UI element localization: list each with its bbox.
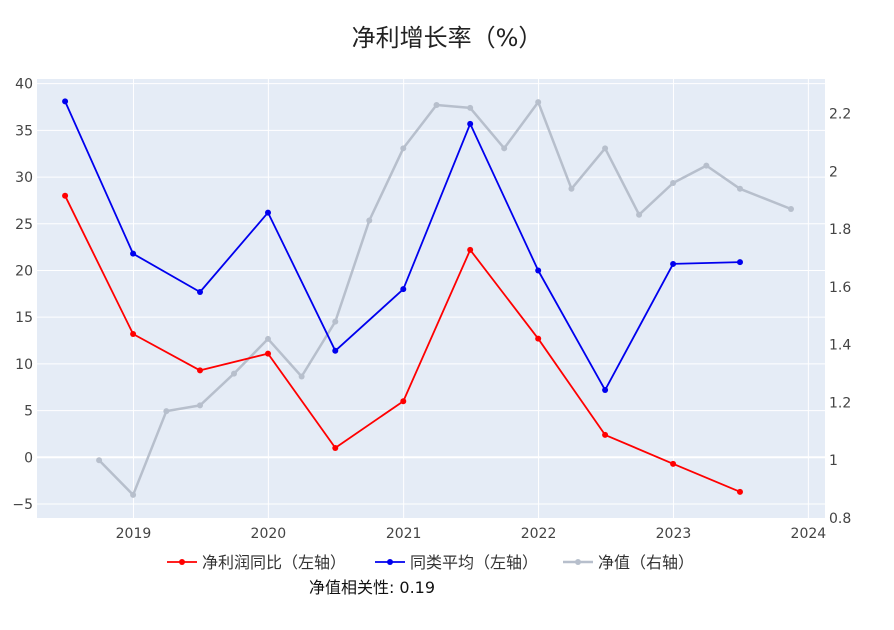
data-point — [535, 99, 542, 106]
data-point — [265, 335, 272, 342]
data-point — [670, 260, 677, 267]
data-point — [467, 104, 474, 111]
right-tick-label: 2 — [829, 164, 838, 180]
right-axis: 0.8 1 1.2 1.4 1.6 1.8 2 2.2 — [829, 107, 851, 527]
data-point — [467, 120, 474, 127]
series-1 — [62, 192, 743, 495]
data-point — [62, 192, 69, 199]
data-point — [535, 335, 542, 342]
data-point — [332, 318, 339, 325]
data-point — [670, 460, 677, 467]
right-tick-label: 0.8 — [829, 511, 851, 527]
data-point — [400, 398, 407, 405]
left-tick-label: 0 — [24, 450, 33, 466]
legend-swatch-marker — [387, 559, 393, 565]
legend-item[interactable]: 净利润同比（左轴） — [167, 553, 346, 572]
legend-label: 净利润同比（左轴） — [202, 553, 346, 572]
data-point — [130, 491, 137, 498]
legend-swatch-marker — [179, 559, 185, 565]
correlation-annotation: 净值相关性: 0.19 — [309, 578, 435, 597]
grid — [37, 79, 825, 518]
legend-label: 同类平均（左轴） — [410, 553, 538, 572]
left-tick-label: 40 — [15, 77, 33, 93]
data-point — [196, 367, 203, 374]
data-point — [332, 444, 339, 451]
data-point — [231, 370, 237, 377]
data-point — [670, 179, 677, 186]
legend[interactable]: 净利润同比（左轴） 同类平均（左轴） 净值（右轴） — [167, 553, 694, 572]
legend-item[interactable]: 净值（右轴） — [563, 553, 694, 572]
data-point — [602, 431, 609, 438]
data-point — [501, 145, 508, 152]
data-point — [736, 259, 743, 266]
data-point — [332, 347, 339, 354]
data-point — [265, 350, 272, 357]
left-tick-label: −5 — [12, 497, 33, 513]
x-tick-label: 2022 — [521, 526, 557, 542]
series-3 — [96, 99, 794, 498]
x-tick-label: 2020 — [251, 526, 287, 542]
right-tick-label: 2.2 — [829, 107, 851, 123]
data-point — [298, 373, 305, 380]
data-point — [196, 402, 203, 409]
data-point — [400, 286, 407, 293]
data-point — [568, 185, 575, 192]
data-point — [96, 457, 103, 464]
data-point — [636, 211, 643, 218]
data-point — [130, 250, 137, 257]
right-tick-label: 1.6 — [829, 280, 851, 296]
left-tick-label: 5 — [24, 404, 33, 420]
data-point — [467, 246, 474, 253]
plot-background — [37, 79, 825, 518]
x-axis: 2019 2020 2021 2022 2023 2024 — [116, 526, 827, 542]
data-point — [736, 185, 743, 192]
left-tick-label: 35 — [15, 123, 33, 139]
x-tick-label: 2024 — [791, 526, 827, 542]
data-point — [433, 101, 440, 108]
data-point — [736, 488, 743, 495]
left-tick-label: 15 — [15, 310, 33, 326]
data-point — [265, 209, 272, 216]
data-point — [602, 145, 609, 152]
x-tick-label: 2023 — [656, 526, 692, 542]
left-axis: −5 0 5 10 15 20 25 30 35 40 — [12, 77, 33, 513]
right-tick-label: 1 — [829, 453, 838, 469]
data-point — [163, 408, 170, 415]
left-tick-label: 30 — [15, 170, 33, 186]
data-point — [400, 145, 407, 152]
left-tick-label: 10 — [15, 357, 33, 373]
data-point — [703, 162, 710, 169]
data-point — [62, 98, 69, 105]
series-layer — [62, 98, 794, 498]
data-point — [130, 330, 137, 337]
legend-item[interactable]: 同类平均（左轴） — [375, 553, 538, 572]
data-point — [602, 387, 609, 394]
chart-title: 净利增长率（%） — [352, 24, 543, 52]
x-tick-label: 2019 — [116, 526, 152, 542]
left-tick-label: 20 — [15, 263, 33, 279]
series-2 — [62, 98, 743, 394]
data-point — [535, 267, 542, 274]
left-tick-label: 25 — [15, 217, 33, 233]
data-point — [366, 217, 373, 224]
data-point — [787, 205, 794, 212]
legend-swatch-marker — [575, 559, 581, 565]
legend-label: 净值（右轴） — [598, 553, 694, 572]
x-tick-label: 2021 — [386, 526, 422, 542]
right-tick-label: 1.2 — [829, 395, 851, 411]
right-tick-label: 1.4 — [829, 338, 851, 354]
data-point — [196, 288, 203, 295]
right-tick-label: 1.8 — [829, 222, 851, 238]
